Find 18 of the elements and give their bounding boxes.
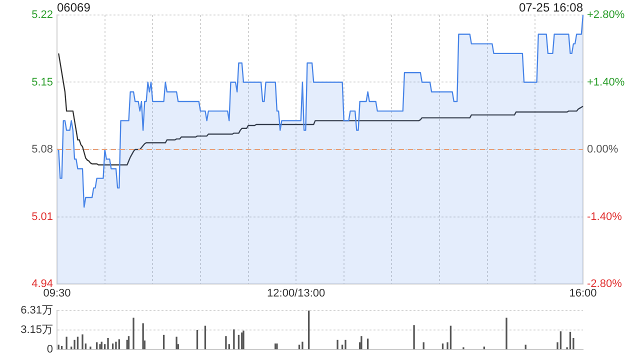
y-tick-label: 5.08 [32, 144, 53, 156]
y-tick-label: 6.31万 [20, 304, 53, 317]
y2-tick-label: +2.80% [587, 9, 625, 22]
chart-title: 06069 [57, 0, 91, 14]
y2-tick-label: 0.00% [587, 144, 618, 156]
y-tick-label: 5.15 [32, 76, 53, 88]
y-tick-label: 5.01 [32, 210, 53, 223]
x-tick-label: 12:00/13:00 [267, 288, 326, 300]
y-tick-label: 0 [46, 343, 53, 356]
x-tick-label: 09:30 [43, 288, 71, 300]
y2-tick-label: +1.40% [587, 76, 625, 88]
y2-tick-label: -1.40% [587, 210, 622, 223]
y2-tick-label: -2.80% [587, 278, 622, 290]
x-tick-label: 16:00 [569, 288, 597, 300]
y-tick-label: 5.22 [32, 9, 53, 22]
y-tick-label: 4.94 [32, 278, 53, 290]
y-tick-label: 3.15万 [20, 324, 53, 336]
text: 07-25 16:08 [518, 0, 584, 14]
